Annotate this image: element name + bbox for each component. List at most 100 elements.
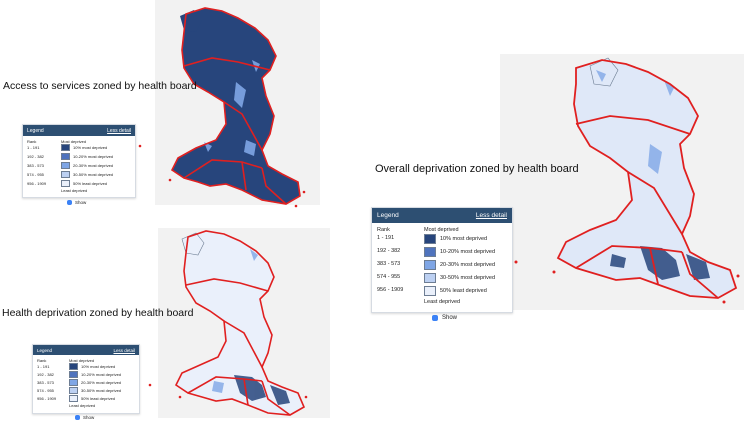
most-deprived-label: Most deprived xyxy=(424,227,459,233)
legend-item: 20-30% most deprived xyxy=(61,162,113,169)
least-deprived-label: Least deprived xyxy=(61,188,88,193)
rank-label: 956 - 1909 xyxy=(27,181,47,186)
category-label: 20-30% most deprived xyxy=(440,262,496,268)
deprived-cluster xyxy=(610,246,710,280)
rank-label: 956 - 1909 xyxy=(37,396,57,401)
legend-item: 50% least deprived xyxy=(424,286,487,296)
least-deprived-label: Least deprived xyxy=(424,299,461,305)
less-detail-link[interactable]: Less detail xyxy=(475,212,507,219)
mid-zones xyxy=(596,70,674,174)
category-label: 50% least deprived xyxy=(81,396,116,401)
legend-box: Legend Less detail Rank Most deprived 1 … xyxy=(371,207,513,321)
category-label: 10-20% most deprived xyxy=(440,249,496,255)
legend-item: 10-20% most deprived xyxy=(69,371,121,378)
legend-body: Rank Most deprived 1 - 191 192 - 382 383… xyxy=(372,223,512,312)
show-toggle[interactable]: Show xyxy=(67,200,86,205)
map-panel-overall: Overall deprivation zoned by health boar… xyxy=(340,40,744,321)
show-label: Show xyxy=(83,415,95,420)
health-board-boundaries xyxy=(174,230,306,416)
show-checkbox[interactable] xyxy=(432,315,438,321)
rank-heading: Rank xyxy=(37,358,47,363)
legend-header: Legend Less detail xyxy=(372,208,512,223)
legend-item: 30-50% most deprived xyxy=(424,273,495,283)
swatch-50 xyxy=(61,180,70,187)
most-deprived-label: Most deprived xyxy=(69,358,95,363)
rank-label: 574 - 955 xyxy=(377,274,401,280)
rank-label: 1 - 191 xyxy=(377,235,395,241)
legend-item: 10% most deprived xyxy=(61,144,107,151)
category-label: 20-30% most deprived xyxy=(73,163,114,168)
rank-label: 383 - 573 xyxy=(37,380,54,385)
category-label: 30-50% most deprived xyxy=(73,172,114,177)
legend-item: 10% most deprived xyxy=(69,363,115,370)
rank-label: 1 - 191 xyxy=(27,145,40,150)
swatch-10 xyxy=(424,234,436,244)
legend-item: 20-30% most deprived xyxy=(424,260,495,270)
least-deprived-label: Least deprived xyxy=(69,403,96,408)
rank-label: 1 - 191 xyxy=(37,364,50,369)
deprived-cluster xyxy=(234,375,290,405)
legend-item: 10-20% most deprived xyxy=(424,247,495,257)
legend-box: Legend Less detail Rank Most deprived 1 … xyxy=(22,124,136,205)
anglesey xyxy=(589,57,619,87)
category-label: 10% most deprived xyxy=(440,236,488,242)
category-label: 10% most deprived xyxy=(73,145,108,150)
category-label: 10% most deprived xyxy=(81,364,116,369)
rank-heading: Rank xyxy=(27,139,37,144)
map-panel-health: Health deprivation zoned by health board… xyxy=(0,225,330,421)
legend-item: 20-30% most deprived xyxy=(69,379,121,386)
legend-item: 10% most deprived xyxy=(424,234,487,244)
wales-landmass xyxy=(171,7,301,205)
rank-label: 192 - 382 xyxy=(377,248,401,254)
show-label: Show xyxy=(75,200,87,205)
swatch-30-50 xyxy=(424,273,436,283)
show-toggle[interactable]: Show xyxy=(432,315,457,321)
map-panel-access: Access to services zoned by health board… xyxy=(0,0,320,210)
legend-item: 30-50% most deprived xyxy=(61,171,113,178)
wales-map-overall[interactable] xyxy=(340,40,744,320)
legend-box: Legend Less detail Rank Most deprived 1 … xyxy=(32,344,140,420)
swatch-20-30 xyxy=(424,260,436,270)
legend-item: 30-50% most deprived xyxy=(69,387,121,394)
rank-label: 383 - 573 xyxy=(27,163,44,168)
category-label: 30-50% most deprived xyxy=(440,275,496,281)
swatch-30-50 xyxy=(69,387,78,394)
rank-label: 574 - 955 xyxy=(27,172,44,177)
legend-header: Legend Less detail xyxy=(33,345,139,355)
map-caption: Health deprivation zoned by health board xyxy=(2,307,194,319)
coastal-dots xyxy=(148,383,308,399)
show-checkbox[interactable] xyxy=(67,200,72,205)
coastal-dots xyxy=(514,260,740,304)
legend-item: 10-20% most deprived xyxy=(61,153,113,160)
rank-heading: Rank xyxy=(377,227,390,233)
less-detail-link[interactable]: Less detail xyxy=(113,347,135,353)
health-board-boundaries xyxy=(170,7,301,205)
health-board-boundaries xyxy=(556,59,738,299)
rank-label: 383 - 573 xyxy=(377,261,401,267)
legend-title: Legend xyxy=(377,212,399,219)
category-label: 50% least deprived xyxy=(73,181,108,186)
swatch-50 xyxy=(69,395,78,402)
swatch-10 xyxy=(69,363,78,370)
less-detail-link[interactable]: Less detail xyxy=(107,127,131,134)
category-label: 30-50% most deprived xyxy=(81,388,122,393)
legend-title: Legend xyxy=(27,127,44,134)
category-label: 20-30% most deprived xyxy=(81,380,122,385)
rank-label: 192 - 382 xyxy=(37,372,54,377)
swatch-10 xyxy=(61,144,70,151)
rank-label: 574 - 955 xyxy=(37,388,54,393)
swatch-30-50 xyxy=(61,171,70,178)
legend-header: Legend Less detail xyxy=(23,125,135,136)
wales-map-health[interactable] xyxy=(0,225,330,421)
legend-title: Legend xyxy=(37,347,53,353)
rank-label: 956 - 1909 xyxy=(377,287,404,293)
swatch-10-20 xyxy=(69,371,78,378)
category-label: 50% least deprived xyxy=(440,288,487,294)
show-toggle[interactable]: Show xyxy=(75,415,94,420)
show-checkbox[interactable] xyxy=(75,415,80,420)
wales-map-access[interactable] xyxy=(0,0,320,210)
category-label: 10-20% most deprived xyxy=(81,372,122,377)
swatch-20-30 xyxy=(69,379,78,386)
mid-zones xyxy=(212,249,258,393)
map-caption: Overall deprivation zoned by health boar… xyxy=(375,163,579,175)
